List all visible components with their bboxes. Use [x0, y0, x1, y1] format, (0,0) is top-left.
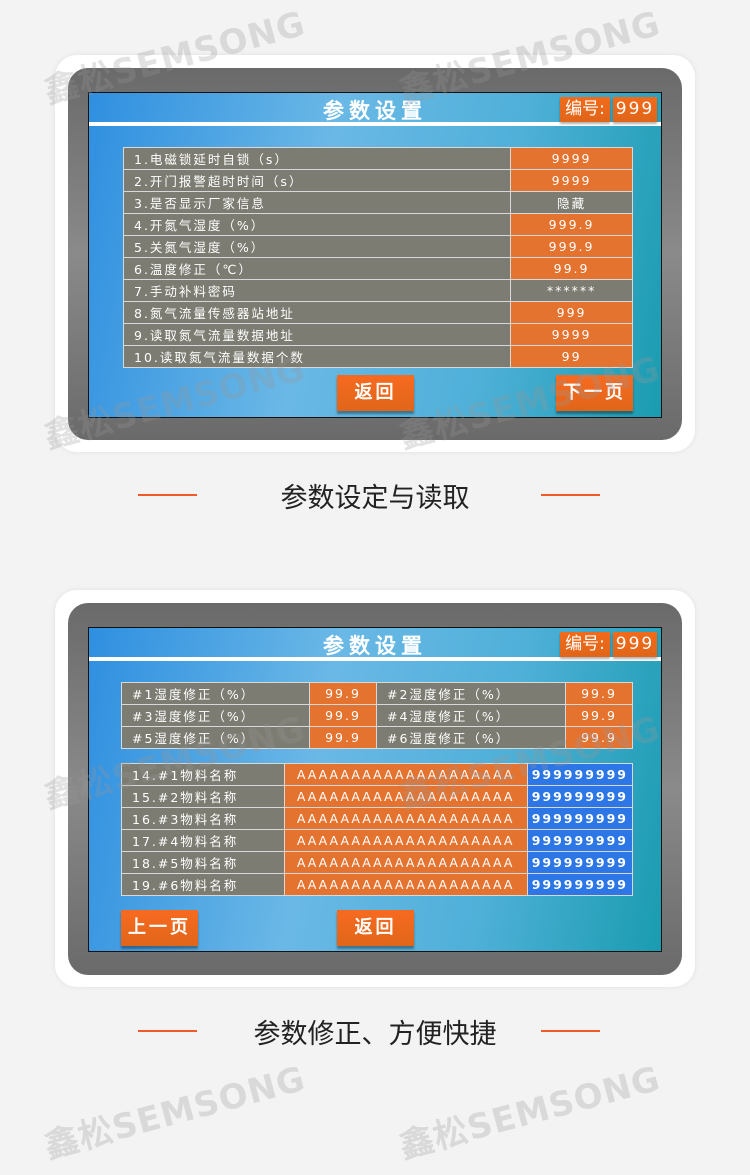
material-name[interactable]: AAAAAAAAAAAAAAAAAAAA	[283, 873, 528, 896]
param-label: #4湿度修正（%）	[376, 704, 566, 727]
table-row: 15.#2物料名称 AAAAAAAAAAAAAAAAAAAA 999999999	[121, 785, 634, 808]
material-label: 14.#1物料名称	[121, 763, 285, 786]
material-label: 18.#5物料名称	[121, 851, 285, 874]
caption-1: 参数设定与读取	[280, 483, 470, 514]
param-label: 5.关氮气湿度（%）	[122, 235, 512, 258]
param-value[interactable]: 999.9	[510, 213, 633, 236]
param-value[interactable]: 99.9	[565, 704, 633, 727]
back-button[interactable]: 返回	[337, 375, 414, 411]
material-label: 19.#6物料名称	[121, 873, 285, 896]
param-value[interactable]: 99.9	[565, 726, 633, 749]
param-label: #3湿度修正（%）	[121, 704, 310, 727]
param-label: 6.温度修正（℃）	[122, 257, 512, 280]
material-code[interactable]: 999999999	[526, 785, 634, 808]
material-table: 14.#1物料名称 AAAAAAAAAAAAAAAAAAAA 999999999 15…	[121, 763, 634, 896]
material-code[interactable]: 999999999	[526, 873, 634, 896]
screen-title: 参数设置	[323, 634, 427, 658]
param-value[interactable]: 999.9	[510, 235, 633, 258]
watermark: 鑫松SEMSONG	[40, 1058, 310, 1167]
param-label: 9.读取氮气流量数据地址	[122, 323, 512, 346]
table-row: 10.读取氮气流量数据个数 99	[122, 345, 633, 368]
param-label: 10.读取氮气流量数据个数	[122, 345, 512, 368]
table-row: 19.#6物料名称 AAAAAAAAAAAAAAAAAAAA 999999999	[121, 873, 634, 896]
table-row: 16.#3物料名称 AAAAAAAAAAAAAAAAAAAA 999999999	[121, 807, 634, 830]
material-code[interactable]: 999999999	[526, 807, 634, 830]
material-label: 16.#3物料名称	[121, 807, 285, 830]
table-row: 3.是否显示厂家信息 隐藏	[122, 191, 633, 214]
table-row: 5.关氮气湿度（%） 999.9	[122, 235, 633, 258]
id-value[interactable]: 999	[613, 632, 657, 657]
table-row: 8.氮气流量传感器站地址 999	[122, 301, 633, 324]
table-row: 6.温度修正（℃） 99.9	[122, 257, 633, 280]
param-label: 1.电磁锁延时自锁（s）	[122, 147, 512, 170]
material-name[interactable]: AAAAAAAAAAAAAAAAAAAA	[283, 807, 528, 830]
table-row: 2.开门报警超时时间（s） 9999	[122, 169, 633, 192]
param-label: 3.是否显示厂家信息	[122, 191, 512, 214]
watermark: 鑫松SEMSONG	[395, 1058, 665, 1167]
param-label: #6湿度修正（%）	[376, 726, 566, 749]
prev-page-button[interactable]: 上一页	[121, 910, 198, 946]
material-code[interactable]: 999999999	[526, 829, 634, 852]
param-label: 2.开门报警超时时间（s）	[122, 169, 512, 192]
param-value[interactable]: 999	[510, 301, 633, 324]
table-row: 18.#5物料名称 AAAAAAAAAAAAAAAAAAAA 999999999	[121, 851, 634, 874]
material-code[interactable]: 999999999	[526, 851, 634, 874]
param-value[interactable]: ******	[510, 279, 633, 302]
param-label: #2湿度修正（%）	[376, 682, 566, 705]
caption-divider-right	[541, 1030, 600, 1032]
id-value[interactable]: 999	[613, 97, 657, 122]
material-code[interactable]: 999999999	[526, 763, 634, 786]
table-row: #1湿度修正（%） 99.9 #2湿度修正（%） 99.9	[121, 682, 633, 705]
caption-divider-left	[138, 494, 197, 496]
id-label: 编号:	[560, 97, 610, 122]
caption-divider-left	[138, 1030, 197, 1032]
param-value[interactable]: 99.9	[309, 682, 377, 705]
parameter-table: 1.电磁锁延时自锁（s） 9999 2.开门报警超时时间（s） 9999 3.是否显示厂…	[122, 147, 633, 368]
material-label: 17.#4物料名称	[121, 829, 285, 852]
table-row: 7.手动补料密码 ******	[122, 279, 633, 302]
next-page-button[interactable]: 下一页	[556, 375, 633, 411]
title-bar: 参数设置 编号: 999	[89, 93, 661, 126]
humidity-table: #1湿度修正（%） 99.9 #2湿度修正（%） 99.9 #3湿度修正（%） 99.9 #…	[121, 682, 633, 749]
table-row: 14.#1物料名称 AAAAAAAAAAAAAAAAAAAA 999999999	[121, 763, 634, 786]
material-name[interactable]: AAAAAAAAAAAAAAAAAAAA	[283, 851, 528, 874]
hmi-screen-2: 参数设置 编号: 999 #1湿度修正（%） 99.9 #2湿度修正（%） 99.9 #…	[88, 627, 662, 952]
table-row: #5湿度修正（%） 99.9 #6湿度修正（%） 99.9	[121, 726, 633, 749]
param-value[interactable]: 99	[510, 345, 633, 368]
hmi-screen-1: 参数设置 编号: 999 1.电磁锁延时自锁（s） 9999 2.开门报警超时时间（…	[88, 92, 662, 418]
material-name[interactable]: AAAAAAAAAAAAAAAAAAAA	[283, 829, 528, 852]
param-label: #1湿度修正（%）	[121, 682, 310, 705]
param-value[interactable]: 99.9	[510, 257, 633, 280]
table-row: 9.读取氮气流量数据地址 9999	[122, 323, 633, 346]
param-value[interactable]: 99.9	[565, 682, 633, 705]
caption-2: 参数修正、方便快捷	[253, 1019, 497, 1050]
table-row: 17.#4物料名称 AAAAAAAAAAAAAAAAAAAA 999999999	[121, 829, 634, 852]
caption-divider-right	[541, 494, 600, 496]
param-label: 4.开氮气湿度（%）	[122, 213, 512, 236]
param-value[interactable]: 9999	[510, 147, 633, 170]
material-name[interactable]: AAAAAAAAAAAAAAAAAAAA	[283, 785, 528, 808]
table-row: 4.开氮气湿度（%） 999.9	[122, 213, 633, 236]
param-value[interactable]: 9999	[510, 169, 633, 192]
table-row: 1.电磁锁延时自锁（s） 9999	[122, 147, 633, 170]
screen-title: 参数设置	[323, 99, 427, 123]
title-bar: 参数设置 编号: 999	[89, 628, 661, 661]
param-label: #5湿度修正（%）	[121, 726, 310, 749]
id-label: 编号:	[560, 632, 610, 657]
param-label: 7.手动补料密码	[122, 279, 512, 302]
param-label: 8.氮气流量传感器站地址	[122, 301, 512, 324]
param-value[interactable]: 99.9	[309, 726, 377, 749]
material-name[interactable]: AAAAAAAAAAAAAAAAAAAA	[283, 763, 528, 786]
material-label: 15.#2物料名称	[121, 785, 285, 808]
param-value[interactable]: 隐藏	[510, 191, 633, 214]
param-value[interactable]: 9999	[510, 323, 633, 346]
param-value[interactable]: 99.9	[309, 704, 377, 727]
table-row: #3湿度修正（%） 99.9 #4湿度修正（%） 99.9	[121, 704, 633, 727]
back-button[interactable]: 返回	[337, 910, 414, 946]
